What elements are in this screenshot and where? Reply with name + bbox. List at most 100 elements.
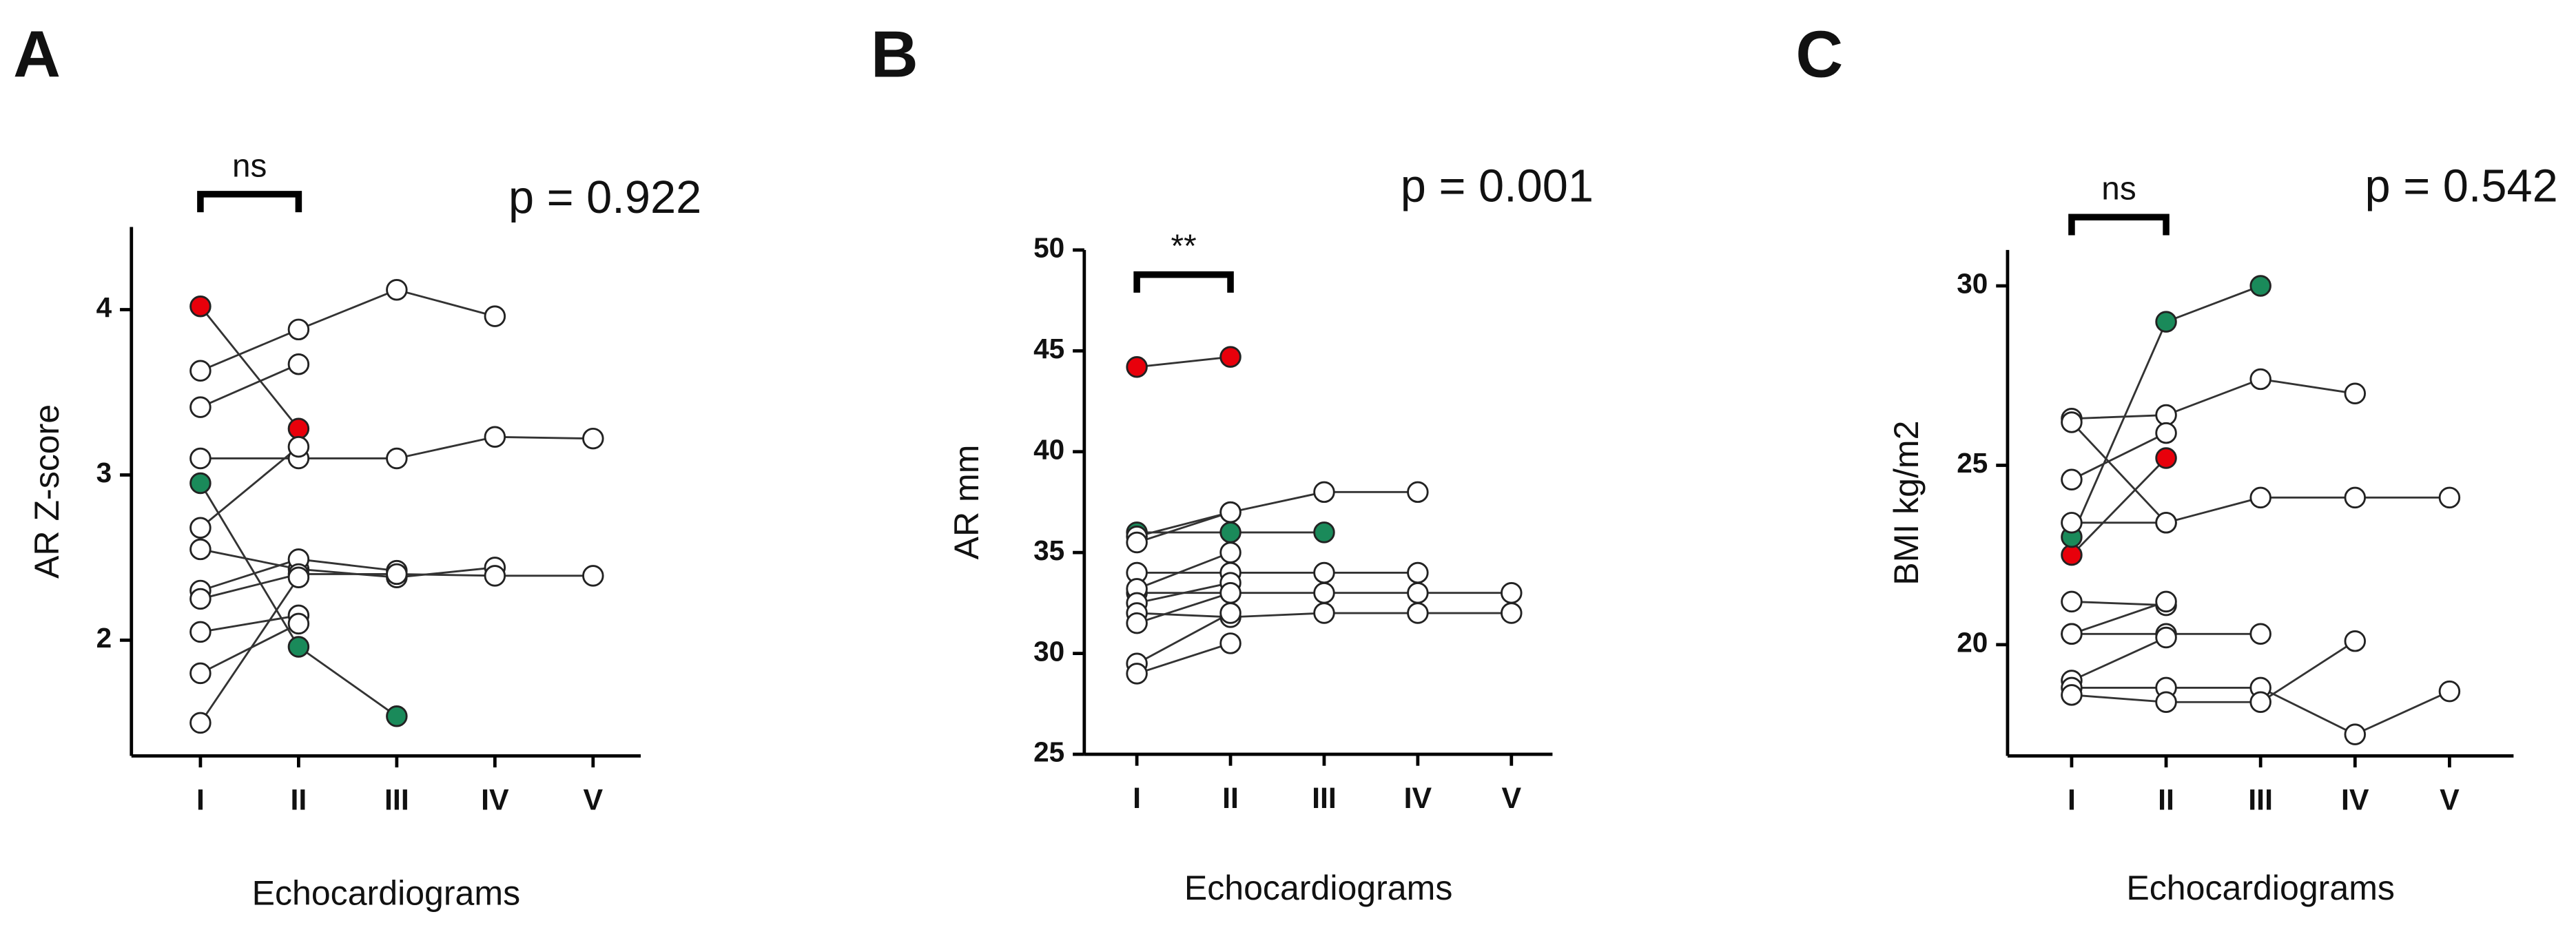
series-line [1136, 592, 1231, 625]
panel-label: C [1795, 19, 1843, 92]
series-line [1136, 612, 1231, 665]
data-point [189, 360, 212, 382]
data-point [1219, 501, 1241, 524]
data-point [2249, 275, 2271, 297]
y-tick-label: 30 [1033, 635, 1064, 667]
x-tick-label: V [1501, 782, 1521, 815]
data-point [2249, 368, 2271, 391]
data-point [287, 318, 310, 341]
series-line [2071, 432, 2167, 481]
data-point [287, 417, 310, 440]
y-tick-label: 50 [1033, 232, 1064, 264]
series-line [200, 614, 299, 633]
series-line [1136, 581, 1231, 604]
x-tick-label: III [2248, 783, 2273, 816]
data-point [1313, 561, 1335, 584]
data-point [1219, 521, 1241, 543]
data-point [386, 278, 408, 301]
y-tick-label: 40 [1033, 433, 1064, 465]
data-point [287, 636, 310, 658]
data-point [484, 565, 506, 587]
data-point [1126, 612, 1148, 634]
data-point [2344, 723, 2367, 745]
data-point [1407, 602, 1429, 624]
series-line [199, 482, 398, 717]
data-point [1126, 663, 1148, 685]
data-point [287, 566, 310, 588]
data-point [582, 565, 604, 587]
data-point [1313, 602, 1335, 624]
series-line [2070, 457, 2167, 556]
x-tick-label: III [1312, 782, 1337, 815]
data-point [2155, 404, 2177, 426]
x-axis-label: Echocardiograms [1184, 869, 1453, 907]
series-line [2071, 640, 2356, 703]
data-point [189, 447, 212, 470]
x-tick-label: I [1133, 782, 1141, 815]
data-point [189, 517, 212, 539]
data-point [2344, 486, 2367, 509]
data-point [2061, 512, 2083, 534]
bracket [197, 191, 302, 213]
bracket [2068, 214, 2170, 236]
bracket-label: ns [2101, 171, 2136, 207]
series-line [2071, 636, 2167, 682]
data-point [2061, 468, 2083, 491]
data-point [582, 427, 604, 450]
data-point [1219, 581, 1241, 604]
data-point [2249, 623, 2271, 645]
data-point [2155, 626, 2177, 649]
bracket-label: ** [1171, 228, 1197, 265]
series-line [1136, 490, 1418, 538]
y-axis-label: BMI kg/m2 [1887, 421, 1926, 586]
data-point [1126, 356, 1148, 378]
data-point [2344, 382, 2367, 405]
data-point [189, 621, 212, 643]
data-point [386, 563, 408, 586]
x-axis-label: Echocardiograms [2126, 869, 2395, 907]
data-point [1219, 541, 1241, 563]
series-line [199, 577, 300, 724]
x-tick-label: II [2158, 783, 2174, 816]
data-point [189, 712, 212, 734]
x-tick-label: V [2440, 783, 2460, 816]
y-axis-label: AR Z-score [28, 404, 66, 579]
series-line [1136, 642, 1231, 675]
y-tick-label: 20 [1957, 627, 1988, 659]
data-point [287, 612, 310, 635]
y-tick-label: 2 [96, 622, 112, 654]
data-point [2061, 543, 2083, 566]
y-tick-label: 3 [96, 457, 112, 488]
series-line [1136, 551, 1231, 590]
data-point [287, 353, 310, 375]
data-point [2061, 684, 2083, 706]
x-tick-label: I [196, 783, 205, 816]
series-line [2071, 600, 2167, 607]
series-line [1136, 511, 1231, 543]
data-point [484, 426, 506, 448]
data-point [1219, 602, 1241, 624]
y-tick-label: 30 [1957, 268, 1988, 300]
data-point [189, 588, 212, 610]
series-line [200, 289, 495, 372]
data-point [2438, 680, 2461, 703]
data-point [189, 396, 212, 418]
annotation: p = 0.542 [2365, 160, 2558, 211]
series-line [2071, 601, 2167, 635]
data-point [2155, 311, 2177, 333]
x-tick-label: IV [1404, 782, 1432, 815]
y-tick-label: 25 [1957, 447, 1988, 479]
data-point [2155, 512, 2177, 534]
data-point [2344, 630, 2367, 652]
data-point [2249, 691, 2271, 713]
y-tick-label: 35 [1033, 535, 1064, 566]
y-tick-label: 45 [1033, 333, 1064, 364]
data-point [2249, 486, 2271, 509]
data-point [1313, 581, 1335, 604]
panel-label: B [871, 19, 918, 92]
